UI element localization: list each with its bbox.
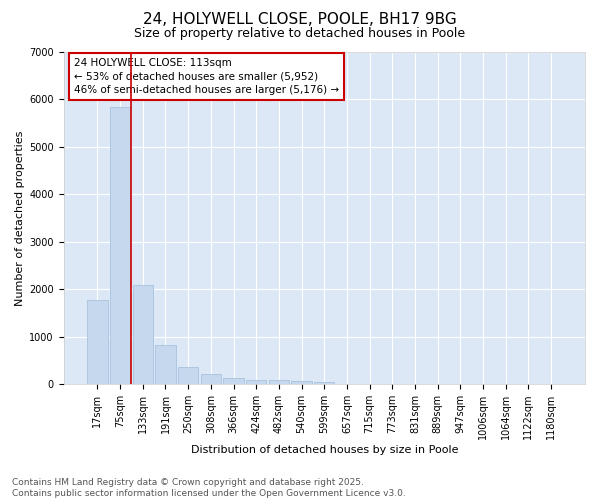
Text: Contains HM Land Registry data © Crown copyright and database right 2025.
Contai: Contains HM Land Registry data © Crown c… [12,478,406,498]
Bar [314,382,334,384]
Bar [200,374,221,384]
Bar [87,300,107,384]
Bar [269,380,289,384]
Bar [133,285,153,384]
Text: 24, HOLYWELL CLOSE, POOLE, BH17 9BG: 24, HOLYWELL CLOSE, POOLE, BH17 9BG [143,12,457,28]
Text: Size of property relative to detached houses in Poole: Size of property relative to detached ho… [134,28,466,40]
Bar [223,378,244,384]
Bar [178,366,199,384]
X-axis label: Distribution of detached houses by size in Poole: Distribution of detached houses by size … [191,445,458,455]
Bar [155,345,176,384]
Text: 24 HOLYWELL CLOSE: 113sqm
← 53% of detached houses are smaller (5,952)
46% of se: 24 HOLYWELL CLOSE: 113sqm ← 53% of detac… [74,58,339,94]
Bar [110,107,130,384]
Bar [246,380,266,384]
Bar [292,382,312,384]
Y-axis label: Number of detached properties: Number of detached properties [15,130,25,306]
